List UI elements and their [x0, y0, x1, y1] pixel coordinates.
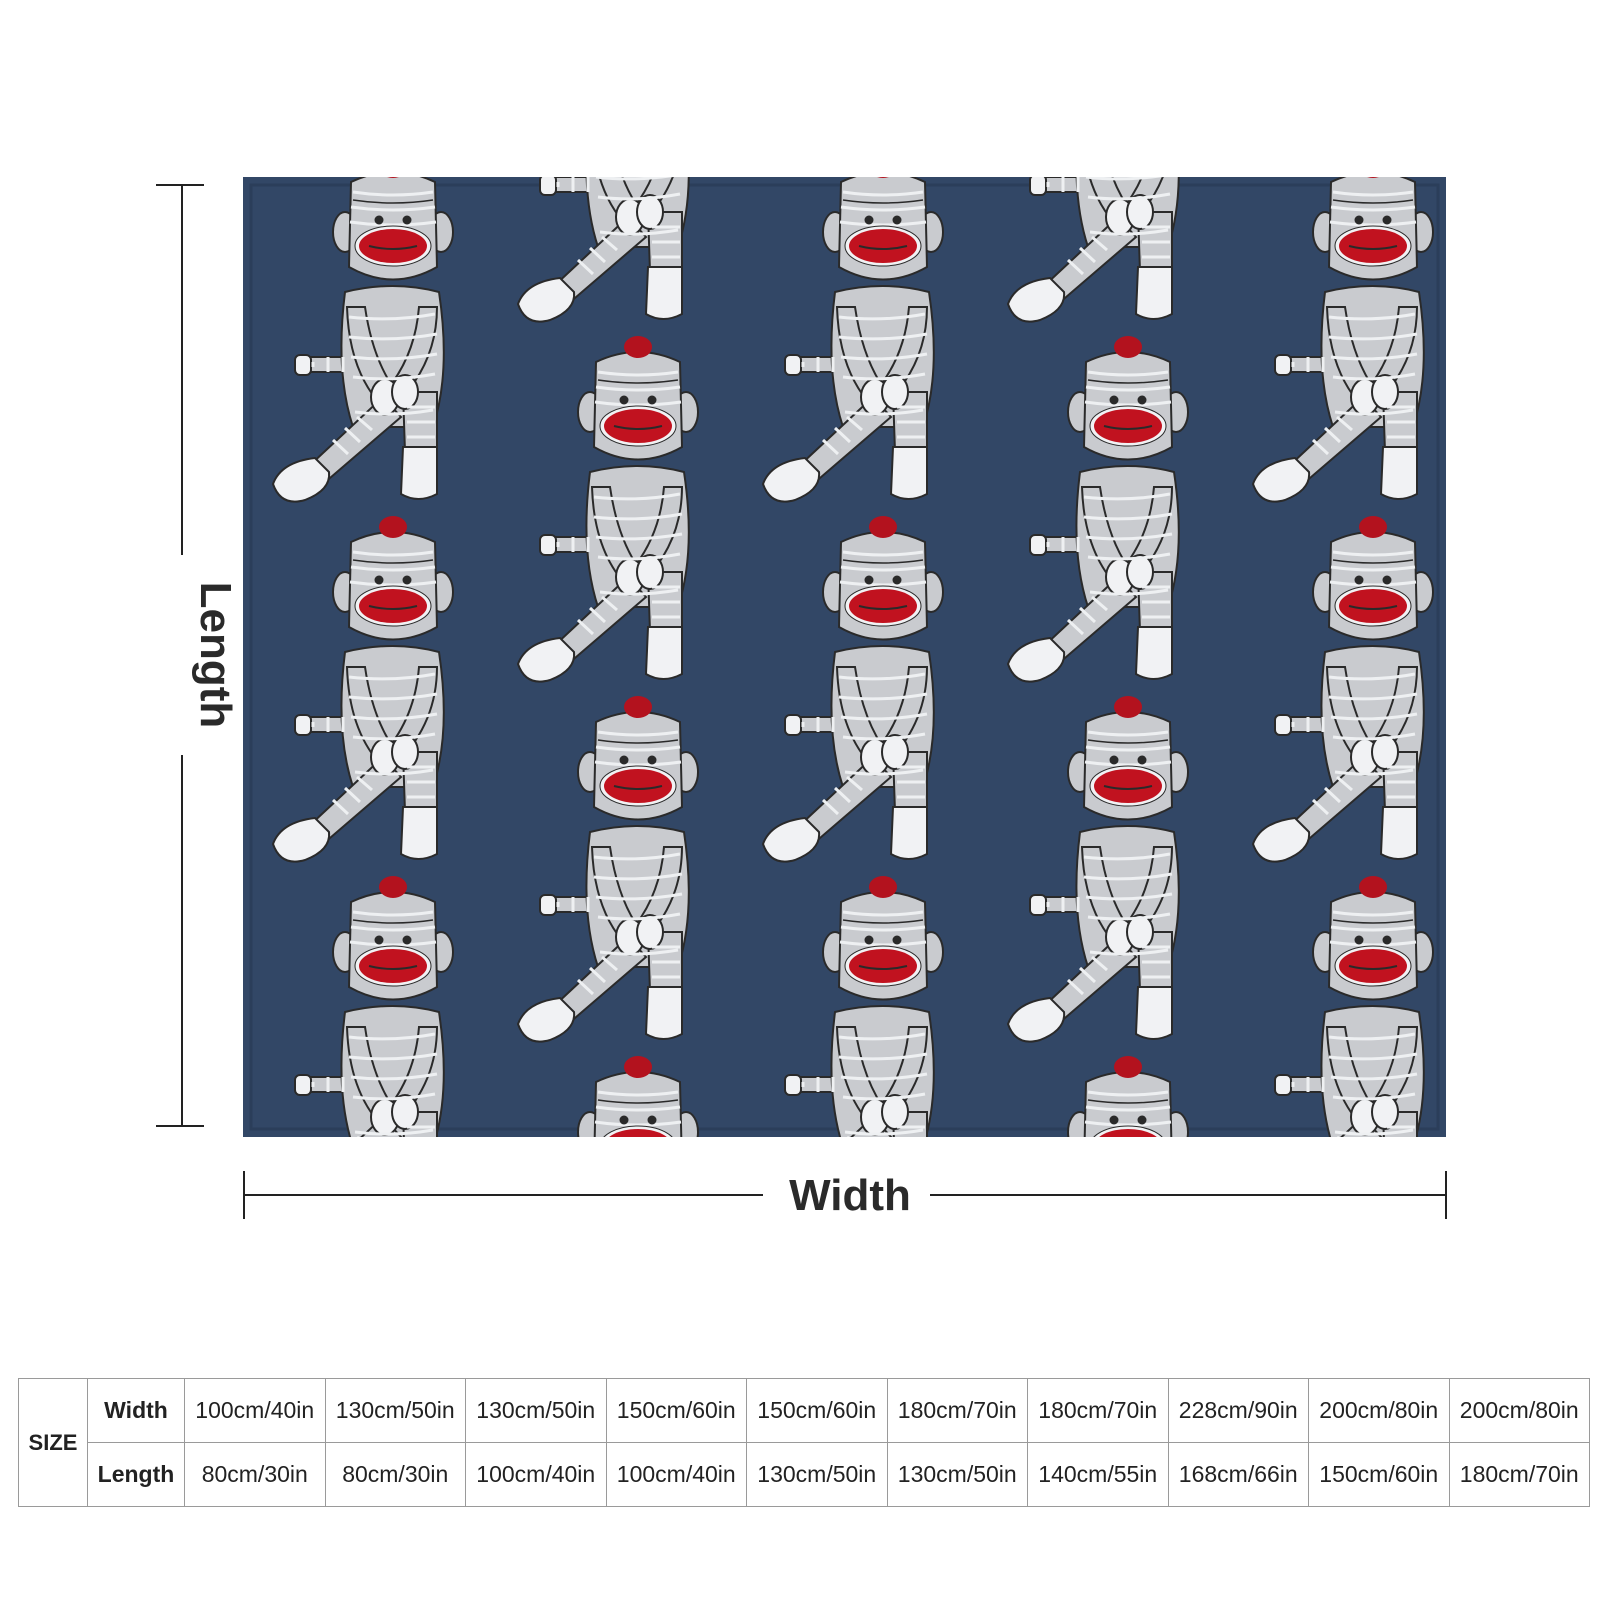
width-cell: 150cm/60in: [746, 1378, 888, 1443]
width-dimension-line-right: [930, 1194, 1446, 1196]
length-cell: 130cm/50in: [746, 1442, 888, 1507]
table-row-length: Length 80cm/30in 80cm/30in 100cm/40in 10…: [19, 1442, 1590, 1507]
width-row-header: Width: [87, 1378, 185, 1443]
width-cell: 130cm/50in: [465, 1378, 607, 1443]
length-cell: 100cm/40in: [465, 1442, 607, 1507]
length-dimension-line-lower: [181, 755, 183, 1125]
width-label: Width: [770, 1172, 930, 1220]
size-header-cell: SIZE: [18, 1378, 88, 1507]
width-cell: 228cm/90in: [1167, 1378, 1309, 1443]
width-cell: 200cm/80in: [1308, 1378, 1450, 1443]
width-cell: 180cm/70in: [1027, 1378, 1169, 1443]
width-dimension-right-cap: [1445, 1171, 1447, 1219]
length-cell: 100cm/40in: [605, 1442, 747, 1507]
length-cell: 80cm/30in: [184, 1442, 326, 1507]
length-cell: 130cm/50in: [886, 1442, 1028, 1507]
length-cell: 150cm/60in: [1308, 1442, 1450, 1507]
width-cell: 200cm/80in: [1448, 1378, 1590, 1443]
sock-monkey-pattern: [243, 177, 1446, 1137]
width-cell: 150cm/60in: [605, 1378, 747, 1443]
length-cell: 140cm/55in: [1027, 1442, 1169, 1507]
length-row-header: Length: [87, 1442, 185, 1507]
length-dimension-top-cap: [156, 184, 204, 186]
table-row-width: SIZE Width 100cm/40in 130cm/50in 130cm/5…: [18, 1378, 1590, 1507]
width-dimension-line-left: [243, 1194, 763, 1196]
width-cell: 130cm/50in: [324, 1378, 466, 1443]
length-label: Length: [191, 575, 240, 735]
length-cell: 168cm/66in: [1167, 1442, 1309, 1507]
blanket-preview: [243, 177, 1446, 1137]
width-cell: 180cm/70in: [886, 1378, 1028, 1443]
width-cell: 100cm/40in: [184, 1378, 326, 1443]
length-dimension-bottom-cap: [156, 1125, 204, 1127]
size-table: SIZE Width 100cm/40in 130cm/50in 130cm/5…: [18, 1378, 1590, 1507]
length-cell: 80cm/30in: [324, 1442, 466, 1507]
length-cell: 180cm/70in: [1448, 1442, 1590, 1507]
length-dimension-line-upper: [181, 185, 183, 555]
